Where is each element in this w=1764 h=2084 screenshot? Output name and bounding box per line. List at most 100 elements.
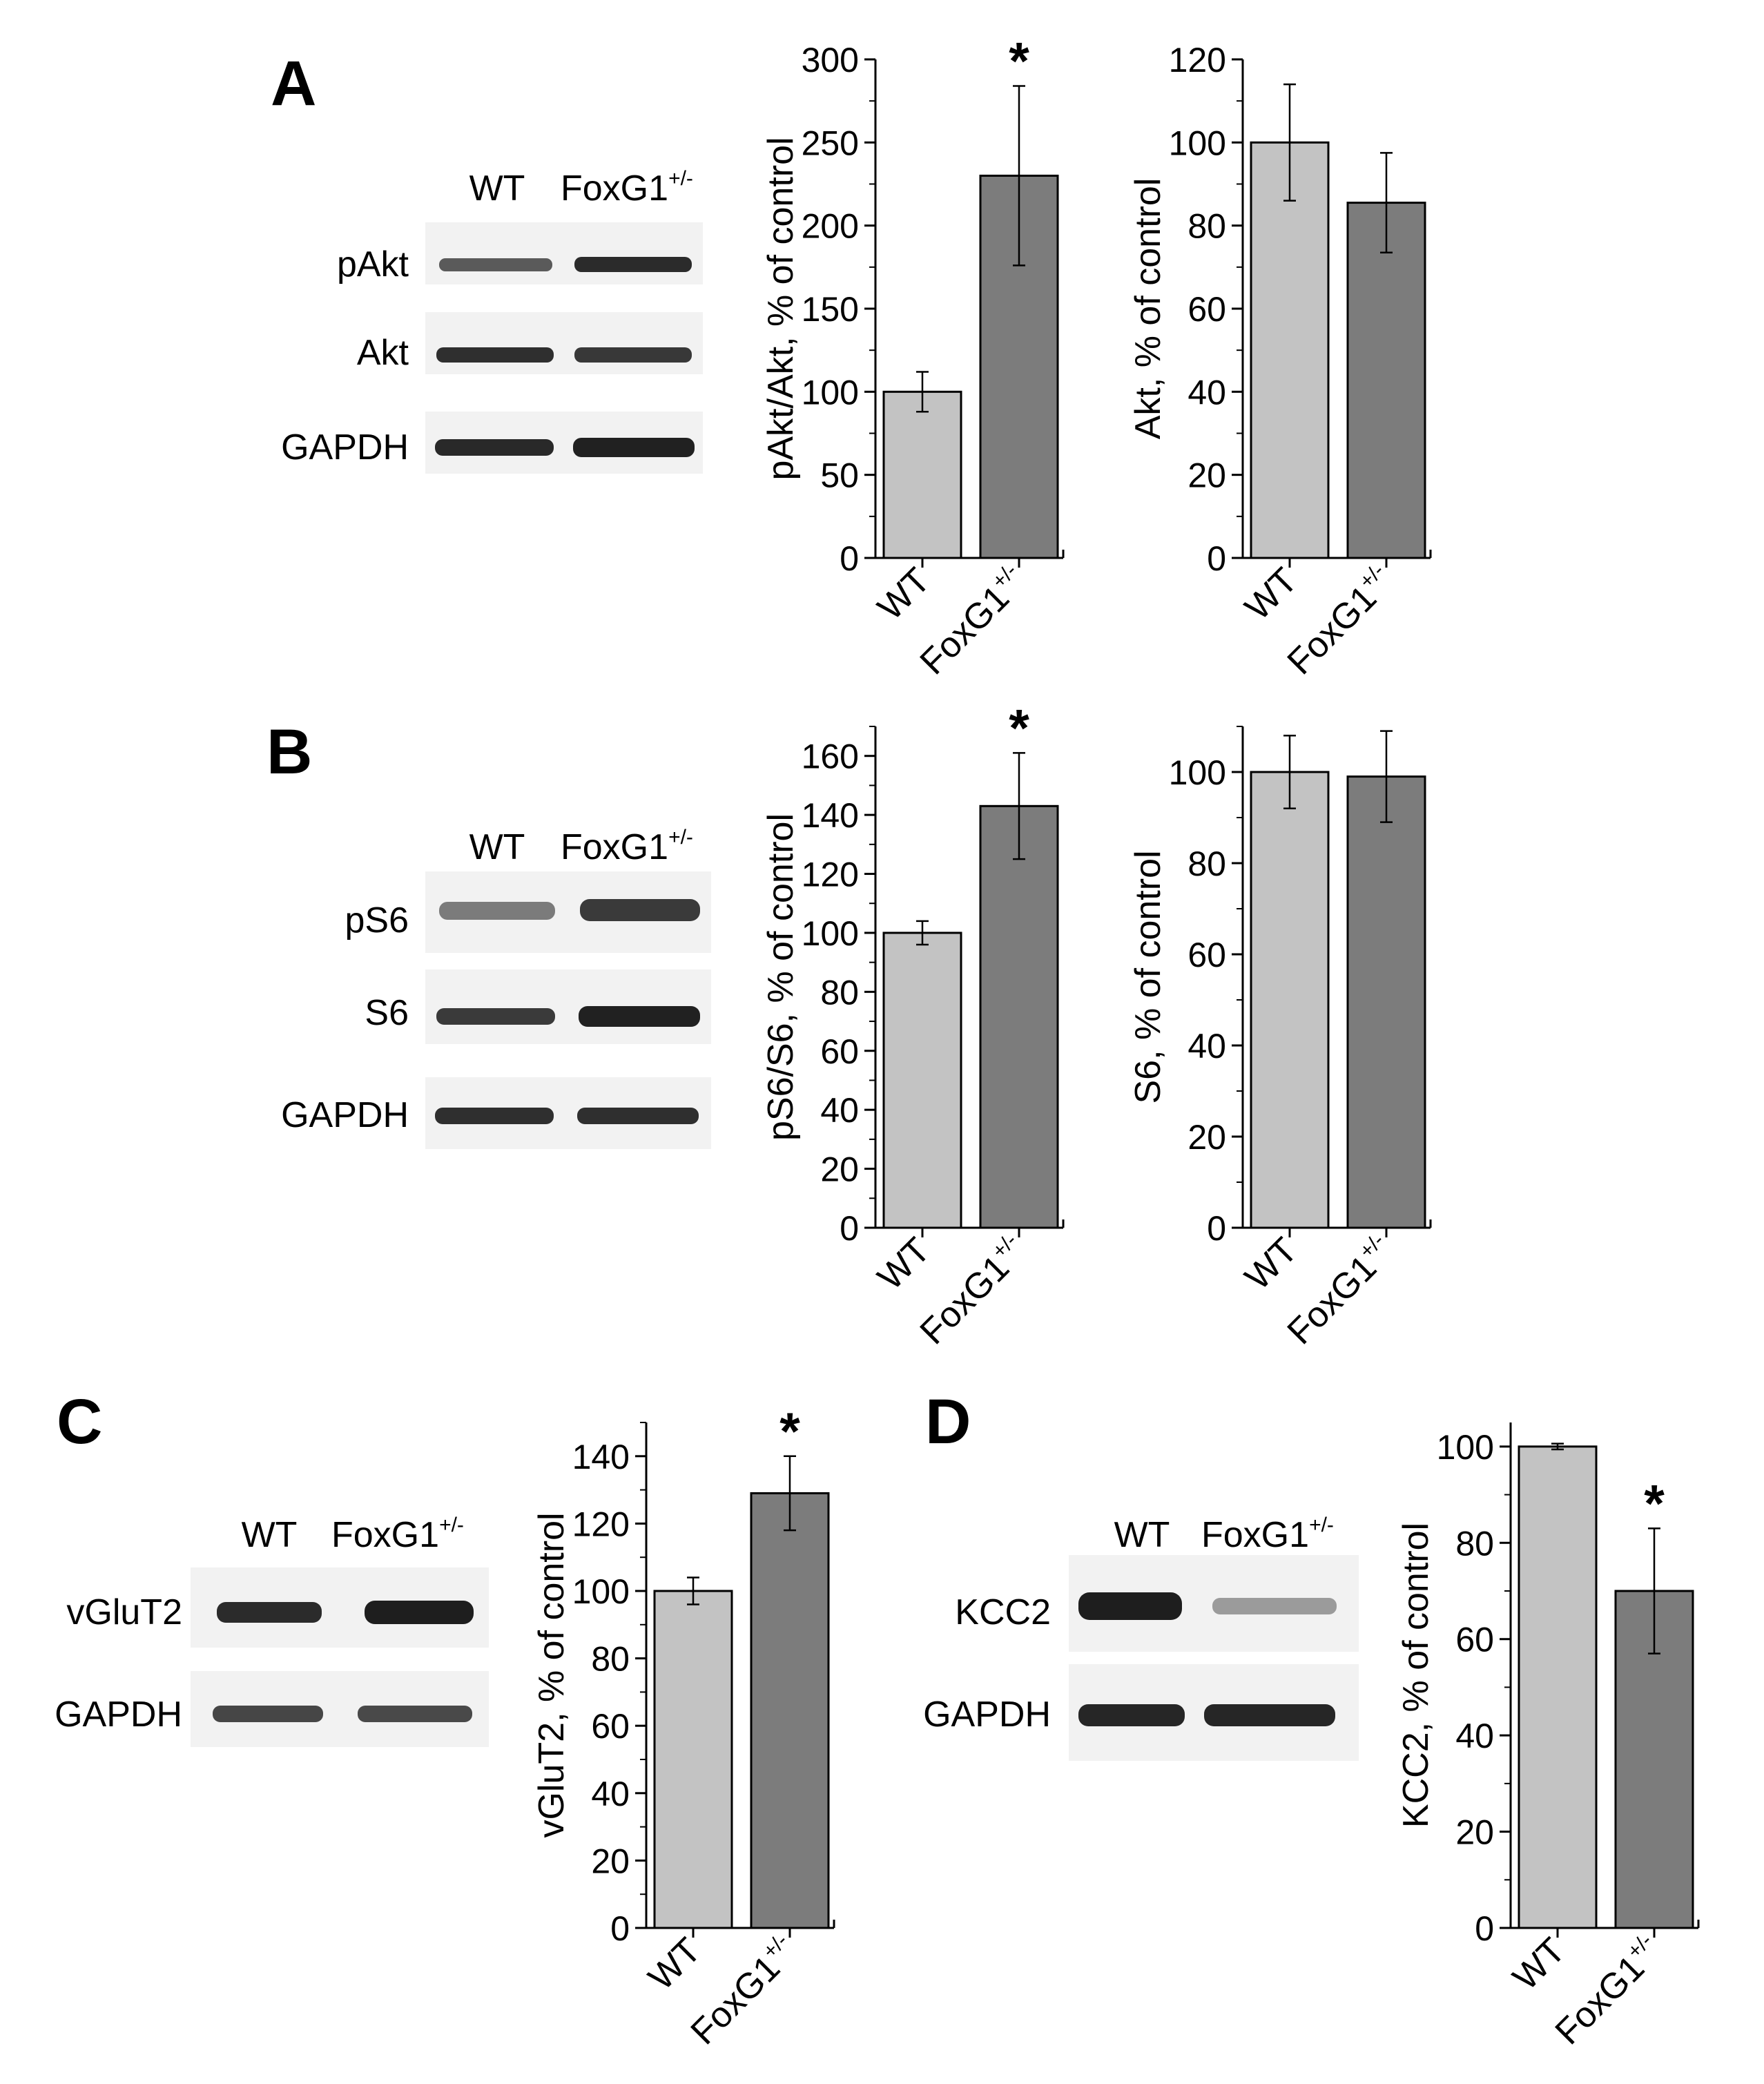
y-tick-label-b1: 100 bbox=[802, 914, 859, 953]
blot-c-band-gapdh-wt bbox=[213, 1706, 323, 1722]
blot-d-band-gapdh-wt bbox=[1078, 1704, 1185, 1726]
x-tick-label-a2: WT bbox=[1237, 560, 1305, 628]
y-tick-label-c1: 140 bbox=[572, 1438, 630, 1476]
y-tick-label-a2: 0 bbox=[1207, 539, 1226, 578]
y-tick-label-c1: 100 bbox=[572, 1572, 630, 1611]
y-tick-label-a2: 20 bbox=[1188, 456, 1226, 495]
chart-d1: 0 20 40 60 80 100 KCC2, % of control WTFoxG1+/-… bbox=[1396, 1422, 1700, 2052]
blot-b-row-gapdh: GAPDH bbox=[281, 1095, 409, 1135]
blot-b-band-s6-foxg1 bbox=[579, 1006, 700, 1027]
y-axis-label-a1: pAkt/Akt, % of control bbox=[761, 137, 801, 480]
bar-foxg1-b1 bbox=[979, 804, 1059, 1229]
y-tick-label-c1: 60 bbox=[591, 1707, 630, 1746]
blot-c-band-vglut2-foxg1 bbox=[365, 1601, 474, 1624]
y-tick-label-d1: 100 bbox=[1437, 1428, 1494, 1467]
blot-c-band-vglut2-wt bbox=[217, 1602, 322, 1623]
y-tick-label-b2: 0 bbox=[1207, 1209, 1226, 1248]
blot-d: WT FoxG1+/- KCC2 GAPDH bbox=[923, 1514, 1359, 1761]
blot-a-row-gapdh: GAPDH bbox=[281, 427, 409, 467]
blot-b-row-ps6: pS6 bbox=[345, 900, 409, 940]
blot-a-lane-foxg1: FoxG1+/- bbox=[561, 167, 693, 209]
y-tick-label-d1: 20 bbox=[1455, 1813, 1494, 1852]
bar-foxg1-a2 bbox=[1346, 202, 1426, 559]
blot-b-lane-wt: WT bbox=[469, 827, 525, 867]
y-tick-label-a1: 200 bbox=[802, 207, 859, 246]
blot-d-band-kcc2-foxg1 bbox=[1212, 1598, 1337, 1614]
blot-c-lane-foxg1: FoxG1+/- bbox=[331, 1514, 464, 1555]
y-tick-label-c1: 80 bbox=[591, 1640, 630, 1679]
bar-foxg1-c1 bbox=[750, 1492, 830, 1929]
y-tick-label-b1: 40 bbox=[820, 1091, 859, 1130]
blot-b-lane-foxg1: FoxG1+/- bbox=[561, 826, 693, 867]
significance-star-d1: * bbox=[1644, 1474, 1665, 1533]
blot-b-band-s6-wt bbox=[436, 1008, 555, 1025]
y-tick-label-b2: 80 bbox=[1188, 845, 1226, 883]
blot-d-lane-foxg1: FoxG1+/- bbox=[1201, 1514, 1334, 1555]
chart-a1: 0 50 100 150 200 250 300 pAkt/Akt, % of control… bbox=[761, 32, 1065, 682]
blot-b: WT FoxG1+/- pS6 S6 GAPDH bbox=[281, 826, 711, 1149]
y-tick-label-b2: 60 bbox=[1188, 936, 1226, 974]
blot-d-band-kcc2-wt bbox=[1078, 1592, 1182, 1620]
blot-b-row-s6: S6 bbox=[365, 993, 409, 1033]
blot-c-row-gapdh: GAPDH bbox=[55, 1695, 182, 1735]
x-tick-label-d1: WT bbox=[1505, 1930, 1573, 1998]
x-tick-label-d1: FoxG1+/- bbox=[1547, 1929, 1669, 2052]
blot-b-band-ps6-foxg1 bbox=[580, 899, 700, 921]
y-tick-label-b1: 160 bbox=[802, 737, 859, 776]
y-tick-label-b2: 20 bbox=[1188, 1118, 1226, 1157]
blot-a-band-akt-foxg1 bbox=[574, 347, 692, 363]
y-tick-label-b2: 100 bbox=[1169, 753, 1226, 792]
blot-c: WT FoxG1+/- vGluT2 GAPDH bbox=[55, 1514, 489, 1747]
y-tick-label-d1: 40 bbox=[1455, 1717, 1494, 1755]
y-tick-label-a1: 100 bbox=[802, 373, 859, 412]
blot-a-strip-akt bbox=[425, 312, 703, 374]
blot-d-lane-wt: WT bbox=[1114, 1515, 1170, 1555]
blot-d-row-kcc2: KCC2 bbox=[955, 1592, 1051, 1632]
x-tick-label-a2: FoxG1+/- bbox=[1279, 559, 1402, 682]
blot-a-lane-wt: WT bbox=[469, 168, 525, 209]
blot-a: WT FoxG1+/- pAkt Akt GAPDH bbox=[281, 167, 703, 474]
blot-a-row-pakt: pAkt bbox=[337, 244, 409, 284]
panel-letter-b: B bbox=[266, 717, 312, 787]
bar-wt-d1 bbox=[1518, 1445, 1598, 1929]
y-tick-label-a1: 300 bbox=[802, 41, 859, 79]
blot-b-band-gapdh-wt bbox=[435, 1108, 554, 1124]
x-tick-label-c1: FoxG1+/- bbox=[682, 1929, 805, 2052]
blot-b-band-ps6-wt bbox=[439, 902, 555, 920]
blot-b-band-gapdh-foxg1 bbox=[577, 1108, 699, 1124]
y-tick-label-a1: 250 bbox=[802, 124, 859, 162]
x-tick-label-b2: FoxG1+/- bbox=[1279, 1229, 1402, 1352]
y-tick-label-b1: 20 bbox=[820, 1150, 859, 1189]
significance-star-c1: * bbox=[779, 1402, 800, 1461]
blot-c-row-vglut2: vGluT2 bbox=[66, 1592, 182, 1632]
blot-d-row-gapdh: GAPDH bbox=[923, 1695, 1051, 1735]
blot-a-band-gapdh-wt bbox=[435, 439, 554, 456]
x-tick-label-b1: FoxG1+/- bbox=[911, 1229, 1034, 1352]
y-tick-label-a2: 60 bbox=[1188, 290, 1226, 329]
x-tick-label-a1: FoxG1+/- bbox=[911, 559, 1034, 682]
x-tick-label-a1: WT bbox=[870, 560, 938, 628]
y-tick-label-d1: 0 bbox=[1475, 1909, 1494, 1948]
blot-a-band-gapdh-foxg1 bbox=[573, 438, 695, 457]
y-tick-label-c1: 0 bbox=[610, 1909, 630, 1948]
panel-letter-c: C bbox=[57, 1387, 102, 1457]
y-tick-label-a1: 50 bbox=[820, 456, 859, 495]
x-tick-label-c1: WT bbox=[641, 1930, 708, 1998]
x-tick-label-b1: WT bbox=[870, 1230, 938, 1297]
chart-a2: 0 20 40 60 80 100 120 Akt, % of control WTFoxG1+… bbox=[1128, 41, 1432, 682]
blot-d-band-gapdh-foxg1 bbox=[1204, 1704, 1335, 1726]
bar-foxg1-b2 bbox=[1346, 775, 1426, 1229]
y-tick-label-a1: 150 bbox=[802, 290, 859, 329]
y-tick-label-a1: 0 bbox=[840, 539, 859, 578]
y-tick-label-a2: 100 bbox=[1169, 124, 1226, 162]
y-axis-label-b1: pS6/S6, % of control bbox=[761, 813, 801, 1141]
panel-letter-a: A bbox=[271, 48, 316, 119]
y-tick-label-a2: 120 bbox=[1169, 41, 1226, 79]
y-tick-label-b1: 80 bbox=[820, 973, 859, 1012]
blot-a-band-pakt-wt bbox=[439, 258, 552, 271]
y-axis-label-b2: S6, % of control bbox=[1128, 850, 1168, 1103]
y-axis-label-d1: KCC2, % of control bbox=[1396, 1523, 1436, 1828]
y-axis-label-a2: Akt, % of control bbox=[1128, 178, 1168, 440]
